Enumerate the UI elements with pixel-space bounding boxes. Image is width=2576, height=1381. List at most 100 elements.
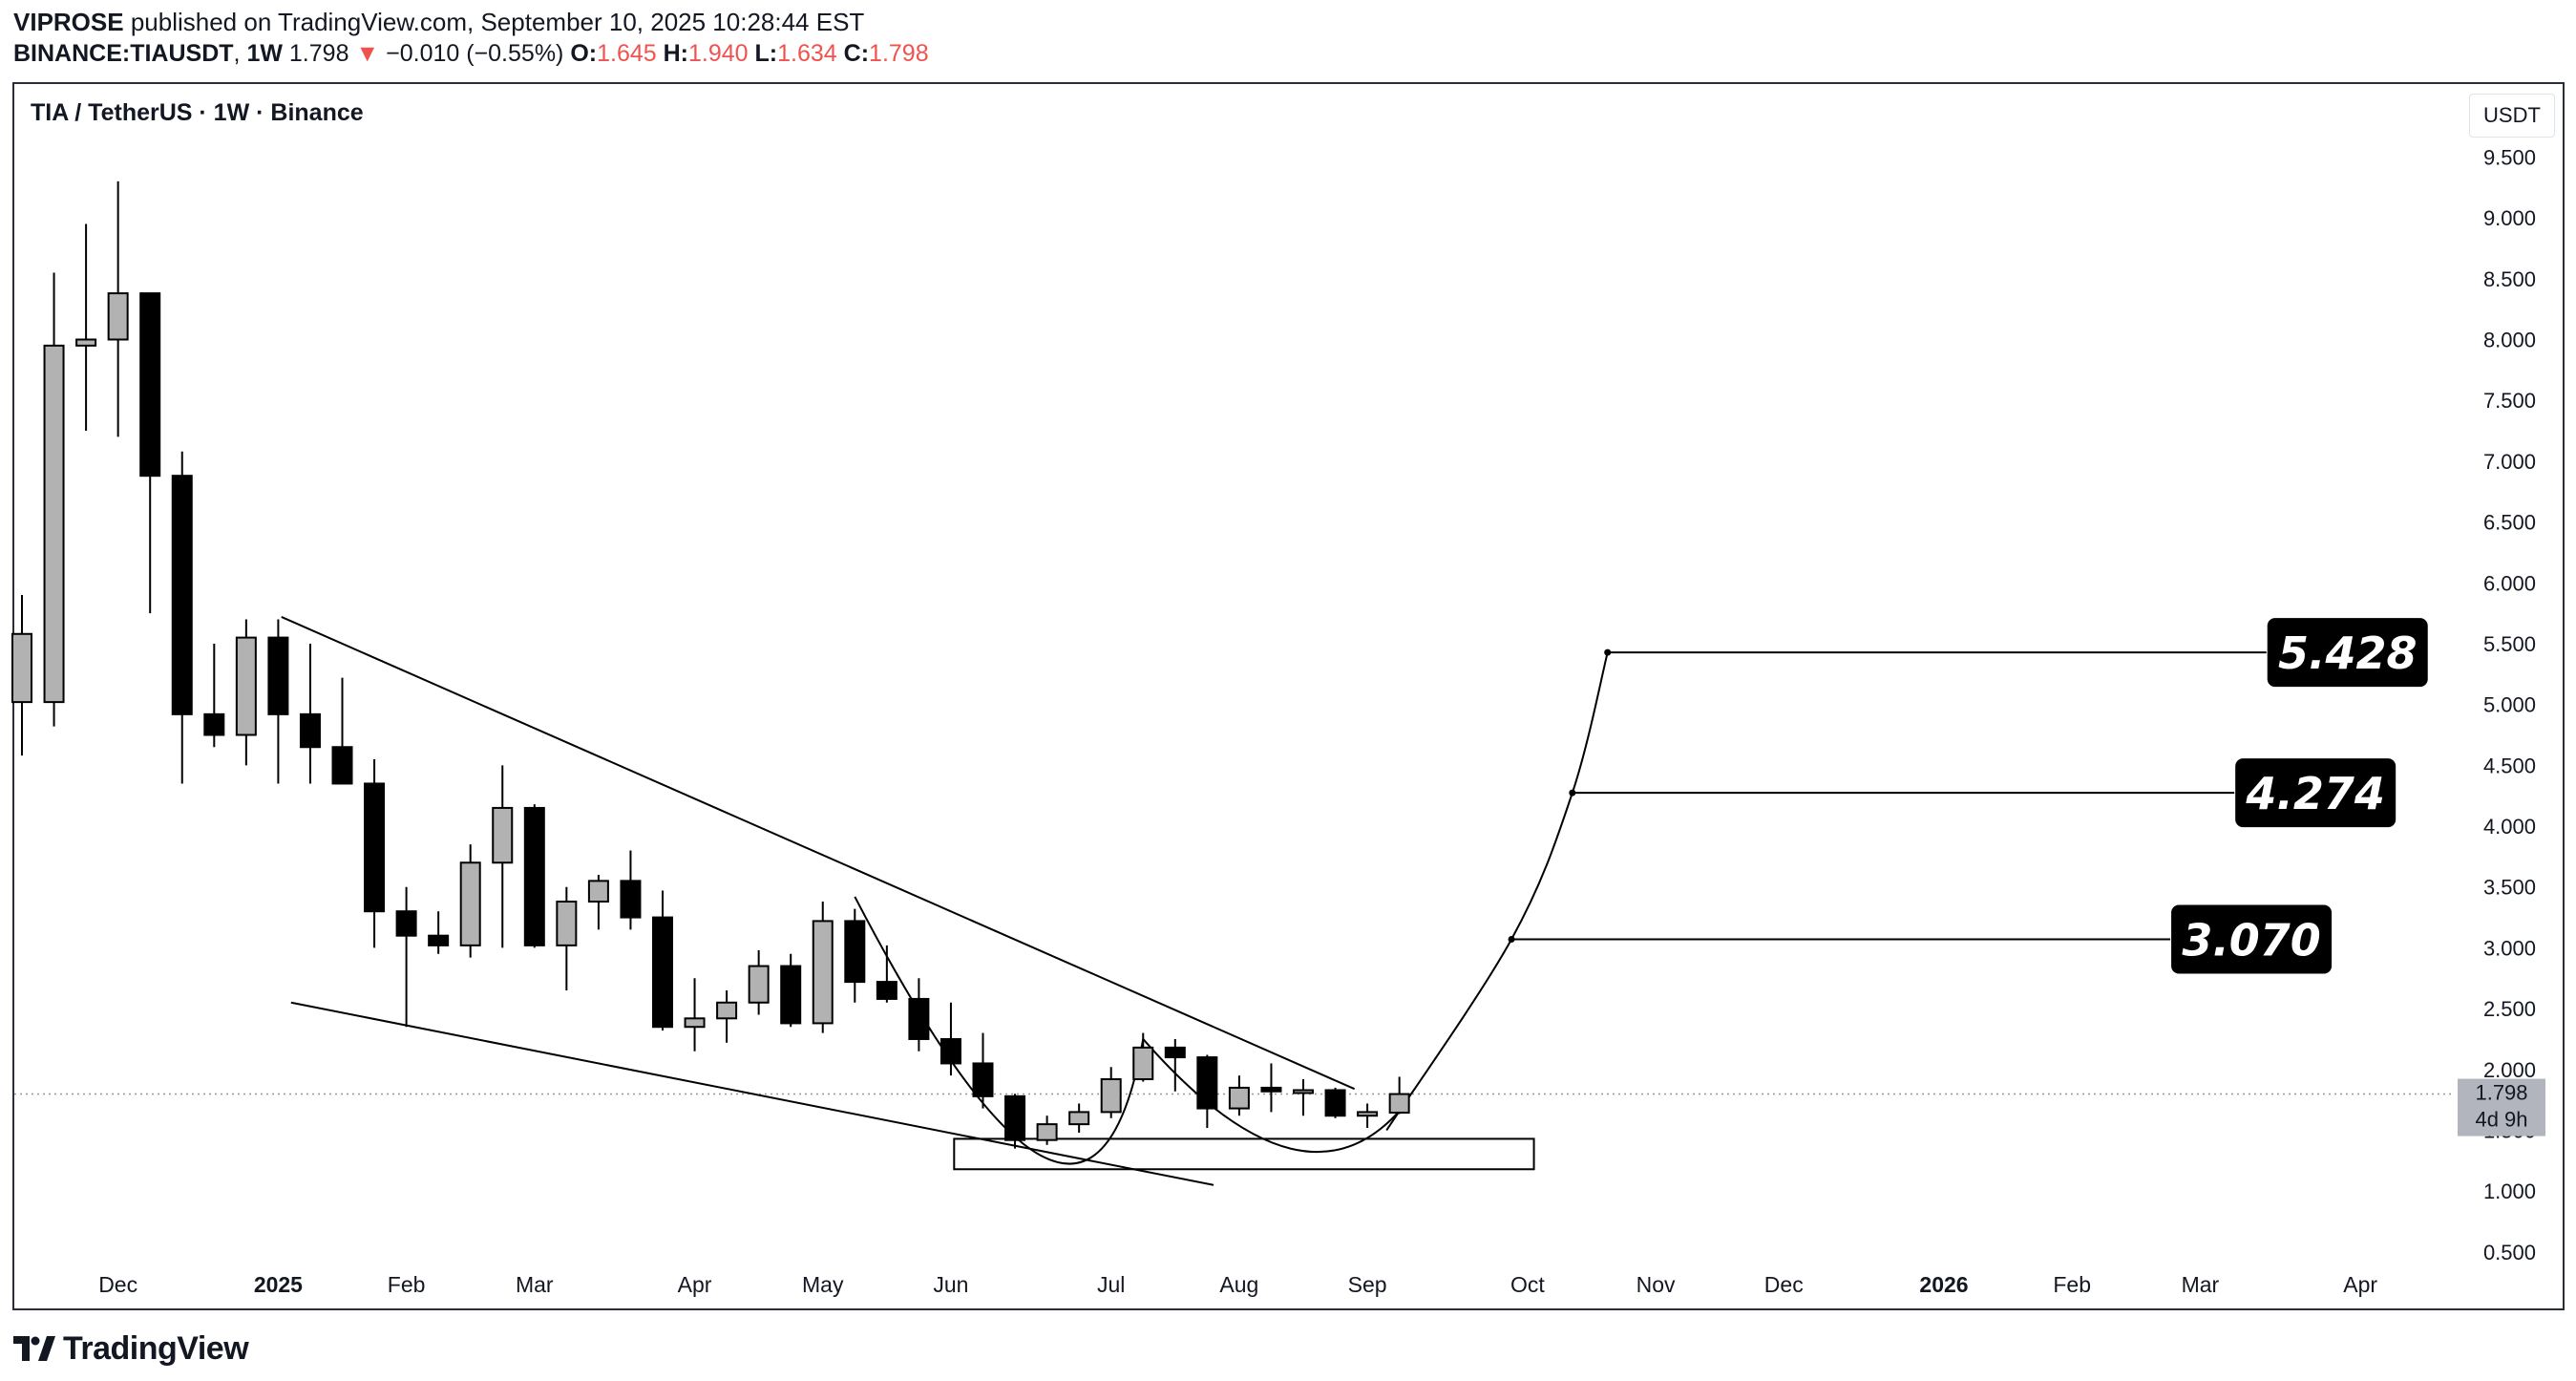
candle bbox=[908, 978, 930, 1052]
target-anchor-dot bbox=[1604, 648, 1612, 656]
open-value: 1.645 bbox=[597, 40, 657, 67]
price-axis[interactable]: 0.5001.0001.5002.0002.5003.0003.5004.000… bbox=[2483, 145, 2536, 1264]
currency-unit-button[interactable]: USDT bbox=[2469, 94, 2555, 138]
tradingview-logo-icon bbox=[13, 1336, 55, 1361]
candle-body bbox=[428, 934, 450, 946]
time-tick-label: Apr bbox=[2343, 1272, 2377, 1297]
candle bbox=[1260, 1063, 1282, 1113]
wedge-lower-trendline[interactable] bbox=[290, 1001, 1214, 1186]
tradingview-logo[interactable]: TradingView bbox=[13, 1328, 249, 1370]
target-level[interactable]: 4.274 bbox=[1569, 758, 2397, 828]
price-tick-label: 9.500 bbox=[2483, 145, 2536, 169]
candle bbox=[844, 908, 866, 1003]
rounding-bottom-curve-left[interactable] bbox=[854, 896, 1145, 1165]
candle bbox=[235, 619, 257, 766]
price-tick-label: 6.500 bbox=[2483, 511, 2536, 535]
candle-body bbox=[556, 901, 578, 946]
price-tick-label: 5.000 bbox=[2483, 693, 2536, 717]
drawings-layer[interactable] bbox=[281, 616, 1609, 1186]
candle-body bbox=[1164, 1046, 1186, 1059]
publish-text: published on TradingView.com, September … bbox=[130, 8, 865, 36]
candle-body bbox=[1036, 1123, 1058, 1141]
candle bbox=[11, 595, 32, 756]
close-label: C: bbox=[843, 40, 870, 67]
price-tick-label: 7.000 bbox=[2483, 450, 2536, 474]
candle-body bbox=[587, 880, 609, 903]
price-tick-label: 7.500 bbox=[2483, 389, 2536, 413]
high-label: H: bbox=[663, 40, 689, 67]
candle bbox=[428, 911, 450, 954]
candle-body bbox=[1357, 1111, 1379, 1117]
time-tick-label: Aug bbox=[1219, 1272, 1258, 1297]
candle-body bbox=[299, 712, 321, 749]
candle bbox=[716, 990, 738, 1043]
rounding-bottom-curve-right[interactable] bbox=[1142, 1038, 1407, 1154]
candle-body bbox=[908, 997, 930, 1040]
pane-title: TIA / TetherUS · 1W · Binance bbox=[31, 99, 364, 126]
time-tick-label: May bbox=[802, 1272, 844, 1297]
high-value: 1.940 bbox=[688, 40, 749, 67]
time-tick-label: Apr bbox=[678, 1272, 712, 1297]
candle bbox=[459, 844, 481, 958]
time-tick-label: Nov bbox=[1636, 1272, 1676, 1297]
candle bbox=[940, 1002, 961, 1076]
publish-info: VIPROSE published on TradingView.com, Se… bbox=[13, 8, 864, 37]
target-anchor-dot bbox=[1508, 936, 1515, 944]
target-label-bg bbox=[2171, 904, 2333, 974]
candle bbox=[780, 953, 802, 1028]
candle bbox=[492, 765, 514, 948]
candle bbox=[876, 945, 897, 1003]
candle bbox=[267, 619, 289, 784]
candle-body bbox=[171, 475, 193, 715]
candle bbox=[1036, 1115, 1058, 1145]
candle-body bbox=[107, 292, 129, 341]
legend-sep: , bbox=[233, 40, 247, 67]
candle bbox=[1357, 1103, 1379, 1128]
candle bbox=[523, 804, 545, 948]
symbol-name: BINANCE:TIAUSDT bbox=[13, 40, 234, 67]
price-tick-label: 8.000 bbox=[2483, 329, 2536, 352]
candle-body bbox=[1100, 1078, 1122, 1114]
candle bbox=[1100, 1067, 1122, 1118]
candle-body bbox=[11, 632, 32, 704]
open-label: O: bbox=[570, 40, 598, 67]
candle-body bbox=[1132, 1046, 1154, 1081]
author-name[interactable]: VIPROSE bbox=[13, 8, 124, 36]
candle bbox=[812, 902, 834, 1033]
target-label-value: 3.070 bbox=[2182, 915, 2321, 967]
target-level[interactable]: 5.428 bbox=[1604, 618, 2428, 688]
candle bbox=[43, 272, 65, 727]
candle-body bbox=[620, 880, 642, 919]
price-tick-label: 0.500 bbox=[2483, 1241, 2536, 1264]
tradingview-logo-text: TradingView bbox=[63, 1329, 249, 1367]
wedge-upper-trendline[interactable] bbox=[281, 616, 1356, 1091]
candle bbox=[1196, 1054, 1218, 1128]
last-price: 1.798 bbox=[288, 40, 349, 67]
candle bbox=[1164, 1038, 1186, 1092]
support-zone-box[interactable] bbox=[953, 1137, 1535, 1171]
target-label-bg bbox=[2267, 618, 2428, 688]
candle-body bbox=[75, 338, 97, 347]
candle-body bbox=[1068, 1111, 1090, 1126]
interval-label: 1W bbox=[246, 40, 283, 67]
candle bbox=[684, 978, 706, 1052]
candle bbox=[972, 1032, 994, 1109]
price-tick-label: 3.500 bbox=[2483, 876, 2536, 900]
candle bbox=[556, 886, 578, 991]
candle-body bbox=[684, 1017, 706, 1029]
price-change: −0.010 (−0.55%) bbox=[386, 40, 564, 67]
candle-body bbox=[972, 1062, 994, 1097]
candle bbox=[1132, 1032, 1154, 1082]
last-price-badge-bg bbox=[2458, 1078, 2545, 1137]
candle-body bbox=[876, 981, 897, 1000]
target-level[interactable]: 3.070 bbox=[1508, 904, 2333, 974]
candle-body bbox=[1293, 1089, 1314, 1094]
candle-body bbox=[43, 344, 65, 704]
targets-layer[interactable]: 5.428 4.274 3.070 bbox=[1508, 618, 2428, 974]
time-tick-label: Mar bbox=[516, 1272, 554, 1297]
projection-curve[interactable] bbox=[1385, 651, 1609, 1132]
candle-body bbox=[844, 920, 866, 984]
candle bbox=[331, 677, 353, 785]
time-axis[interactable]: Dec 2025 Feb Mar Apr May Jun Jul Aug Sep Oct Nov Dec… bbox=[98, 1272, 2377, 1297]
